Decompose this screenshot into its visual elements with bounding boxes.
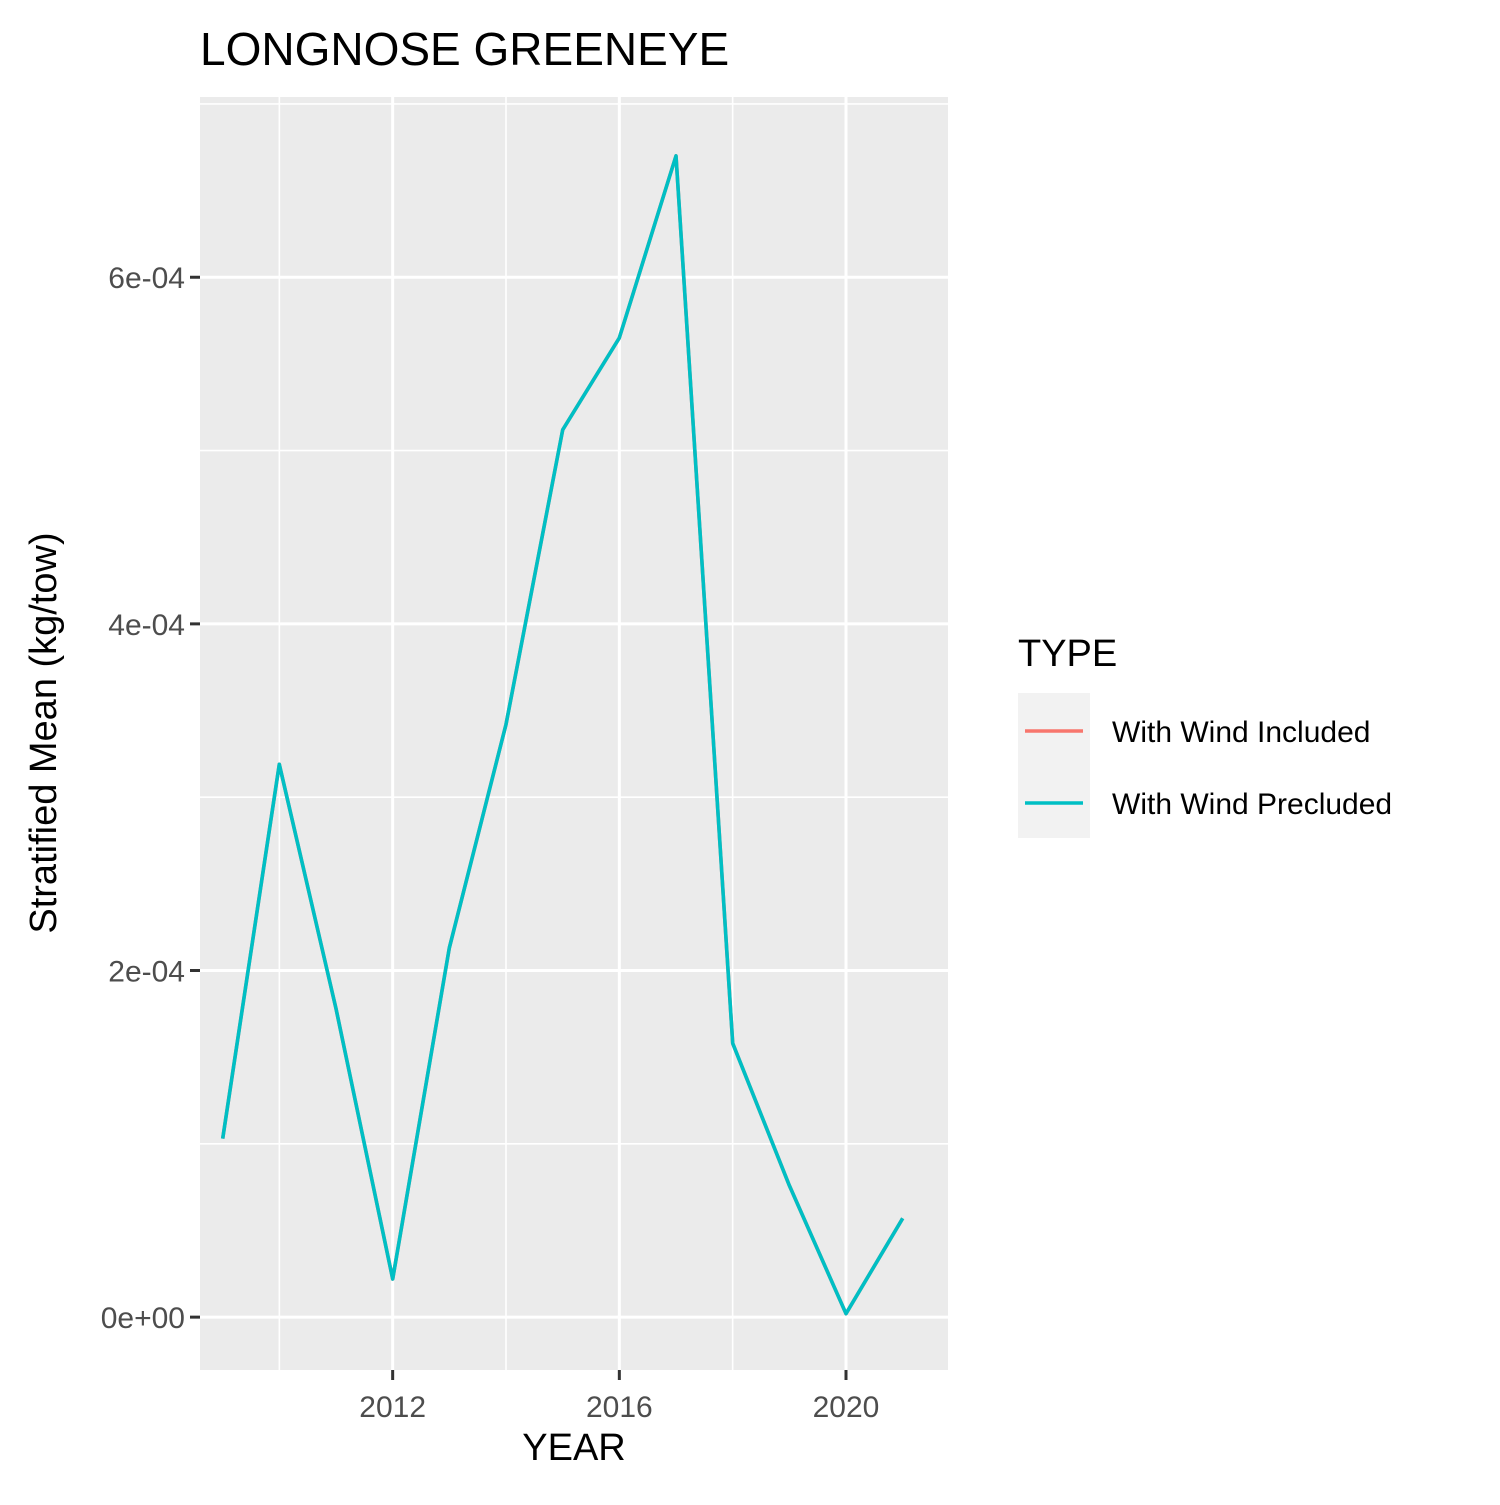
series-line [220, 154, 905, 1316]
legend-entry-label: With Wind Included [1112, 716, 1370, 749]
x-tick-label: 2020 [813, 1391, 880, 1424]
plot-panel [200, 97, 948, 1370]
chart-title: LONGNOSE GREENEYE [200, 23, 729, 75]
y-tick-label: 2e-04 [108, 956, 185, 989]
legend-key-background [1018, 693, 1090, 838]
y-tick-label: 0e+00 [101, 1302, 185, 1335]
x-tick-label: 2012 [359, 1391, 426, 1424]
series-lines [220, 154, 905, 1316]
legend-entry-label: With Wind Precluded [1112, 788, 1392, 821]
x-axis: 2012 2016 2020 [359, 1370, 879, 1424]
y-tick-label: 6e-04 [108, 262, 185, 295]
y-axis: 0e+00 2e-04 4e-04 6e-04 [101, 262, 200, 1335]
major-grid [200, 97, 948, 1370]
legend: TYPE With Wind Included With Wind Preclud… [1018, 633, 1392, 838]
x-tick-label: 2016 [586, 1391, 653, 1424]
y-axis-title: Stratified Mean (kg/tow) [23, 532, 65, 933]
minor-grid [200, 97, 948, 1370]
legend-entries: With Wind Included With Wind Precluded [1025, 716, 1392, 821]
legend-title: TYPE [1018, 633, 1117, 675]
y-tick-label: 4e-04 [108, 609, 185, 642]
x-axis-title: YEAR [522, 1427, 625, 1469]
